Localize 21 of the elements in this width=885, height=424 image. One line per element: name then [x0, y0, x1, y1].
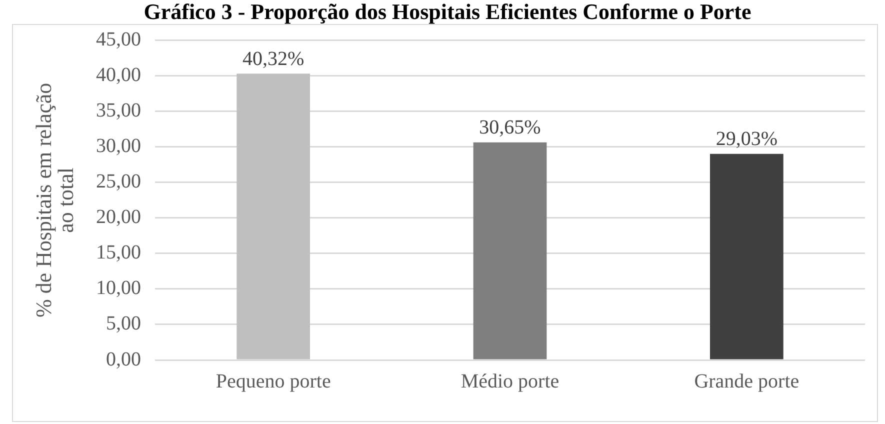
- y-tick-label: 45,00: [96, 28, 141, 51]
- data-label: 30,65%: [479, 116, 541, 139]
- bar: [710, 154, 784, 360]
- chart-title: Gráfico 3 - Proporção dos Hospitais Eficientes Conforme o Porte: [144, 0, 752, 24]
- x-tick-label: Pequeno porte: [216, 370, 331, 392]
- y-tick-label: 30,00: [96, 135, 141, 158]
- x-tick-label: Médio porte: [460, 370, 560, 392]
- y-tick-label: 15,00: [96, 242, 141, 264]
- data-label: 29,03%: [716, 128, 778, 150]
- x-tick-label: Grande porte: [694, 370, 800, 392]
- bar: [236, 74, 310, 360]
- y-tick-label: 20,00: [96, 206, 141, 228]
- y-tick-label: 10,00: [96, 277, 141, 300]
- data-label: 40,32%: [242, 48, 304, 70]
- y-tick-label: 40,00: [96, 64, 141, 86]
- y-tick-label: 5,00: [106, 312, 141, 335]
- bar: [473, 142, 547, 360]
- y-tick-label: 35,00: [96, 100, 141, 122]
- y-axis-title: % de Hospitais em relação ao total: [30, 82, 78, 318]
- y-tick-label: 25,00: [96, 170, 141, 193]
- y-tick-label: 0,00: [106, 348, 141, 370]
